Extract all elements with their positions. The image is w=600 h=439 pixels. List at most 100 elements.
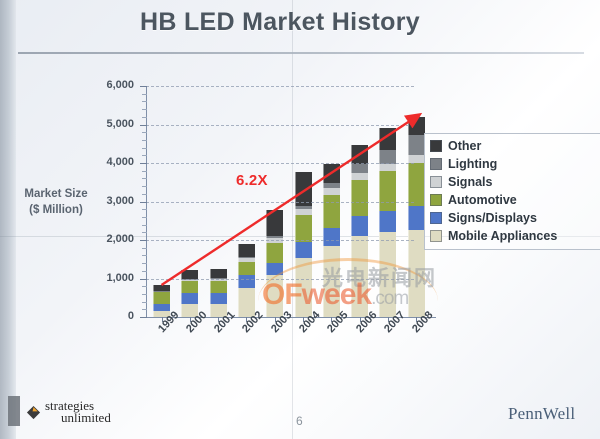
bar-segment-signals [379, 164, 397, 172]
y-tick-minor [142, 286, 147, 288]
legend-label: Mobile Appliances [448, 229, 558, 243]
bar-segment-automotive [181, 281, 199, 294]
y-tick-major [140, 240, 147, 241]
bar-segment-mobile-appliances [181, 304, 199, 317]
gridline [146, 163, 414, 164]
bar-1999[interactable] [153, 285, 170, 317]
x-tick [161, 317, 163, 322]
bar-segment-lighting [294, 205, 312, 209]
bar-segment-automotive [294, 214, 312, 242]
legend-swatch-icon [430, 176, 442, 188]
plot-area [146, 86, 425, 318]
y-tick-minor [142, 178, 147, 180]
y-axis-label-line2: ($ Million) [29, 204, 83, 216]
bar-segment-signs-displays [181, 293, 199, 305]
y-tick-minor [142, 155, 147, 157]
bar-segment-signals [181, 280, 199, 282]
bar-segment-lighting [351, 164, 369, 174]
legend-item-signals[interactable]: Signals [430, 173, 600, 191]
bar-segment-signs-displays [237, 275, 255, 288]
bar-segment-signs-displays [379, 210, 397, 233]
y-tick-minor [142, 247, 147, 249]
x-tick [359, 317, 361, 322]
y-tick-label: 6,000 [106, 79, 134, 91]
x-tick [218, 317, 220, 322]
legend-label: Signals [448, 175, 493, 189]
bar-2002[interactable] [237, 244, 255, 317]
chart-legend: Other Lighting Signals Automotive Signs/Disp… [424, 133, 600, 250]
y-tick-label: 2,000 [106, 233, 134, 245]
legend-item-other[interactable]: Other [430, 137, 600, 155]
bar-segment-mobile-appliances [209, 304, 227, 317]
legend-swatch-icon [430, 158, 442, 170]
y-tick-minor [142, 216, 147, 218]
logo-line-1: strategies [45, 398, 95, 413]
y-tick-label: 4,000 [106, 156, 134, 168]
x-tick [331, 317, 333, 322]
bar-segment-automotive [209, 280, 227, 293]
bar-segment-signs-displays [322, 227, 340, 247]
y-tick-minor [142, 232, 147, 234]
bar-segment-signs-displays [351, 215, 369, 236]
page-number: 6 [296, 414, 303, 428]
bar-segment-other [294, 171, 312, 206]
bar-segment-signs-displays [153, 303, 170, 311]
legend-label: Automotive [448, 193, 517, 207]
legend-item-lighting[interactable]: Lighting [430, 155, 600, 173]
y-axis-tick-labels: 0 1,000 2,000 3,000 4,000 5,000 6,000 [72, 0, 134, 439]
y-tick-major [140, 86, 147, 87]
bar-segment-lighting [266, 236, 284, 239]
legend-label: Other [448, 139, 482, 153]
y-tick-minor [142, 109, 147, 111]
legend-item-automotive[interactable]: Automotive [430, 191, 600, 209]
y-tick-label: 3,000 [106, 194, 134, 207]
y-tick-minor [142, 147, 147, 149]
bar-segment-other [237, 244, 255, 257]
gridline [146, 240, 414, 241]
legend-label: Lighting [448, 157, 498, 171]
bar-segment-signals [294, 208, 312, 215]
y-tick-major [140, 278, 147, 280]
bar-segment-automotive [153, 292, 170, 304]
bar-2001[interactable] [209, 268, 227, 317]
bar-segment-signals [351, 173, 369, 180]
legend-swatch-icon [430, 212, 442, 224]
title-divider [18, 52, 584, 54]
bar-segment-automotive [322, 194, 340, 228]
bar-segment-signals [407, 155, 425, 163]
slide-left-edge-bar [0, 0, 16, 439]
bar-segment-other [153, 285, 170, 292]
legend-swatch-icon [430, 194, 442, 206]
gridline [146, 124, 414, 126]
logo-block [8, 396, 20, 426]
y-tick-label: 0 [127, 310, 134, 322]
bar-segment-automotive [351, 179, 369, 216]
y-axis-label-line1: Market Size [24, 188, 88, 200]
y-tick-minor [142, 263, 147, 265]
growth-multiple-label: 6.2X [236, 172, 268, 189]
legend-label: Signs/Displays [448, 211, 537, 225]
y-tick-minor [142, 293, 147, 295]
y-tick-label: 1,000 [106, 271, 134, 284]
watermark-chinese: 光电新闻网 [322, 267, 437, 290]
bar-segment-lighting [181, 279, 199, 281]
y-axis-label: Market Size ($ Million) [8, 186, 104, 218]
bar-2000[interactable] [181, 269, 199, 317]
y-tick-minor [142, 224, 147, 226]
x-tick [387, 317, 389, 322]
bar-segment-signals [153, 291, 170, 293]
bar-segment-mobile-appliances [153, 310, 170, 317]
x-tick [189, 317, 191, 322]
y-tick-minor [142, 139, 147, 141]
legend-swatch-icon [430, 230, 442, 242]
bar-segment-other [181, 269, 199, 280]
legend-item-signs-displays[interactable]: Signs/Displays [430, 209, 600, 227]
y-tick-minor [142, 301, 147, 303]
x-tick [416, 317, 418, 322]
legend-item-mobile-appliances[interactable]: Mobile Appliances [430, 227, 600, 245]
y-tick-major [140, 124, 147, 126]
bar-segment-lighting [379, 149, 397, 165]
y-tick-minor [142, 93, 147, 95]
bar-segment-lighting [322, 183, 340, 189]
